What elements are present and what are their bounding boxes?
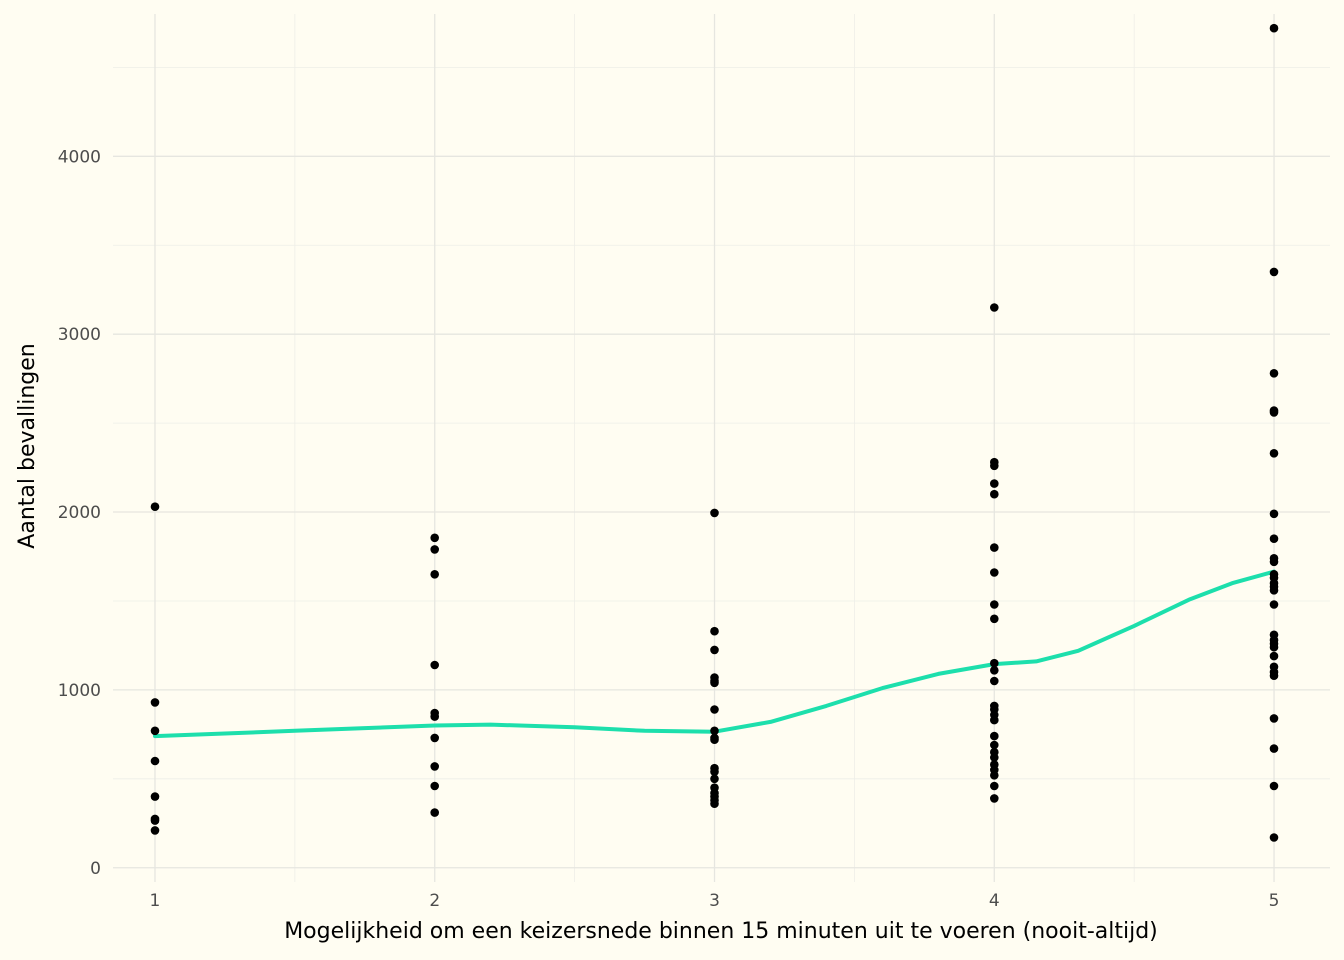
y-tick-label: 1000	[58, 681, 101, 701]
y-tick-label: 0	[90, 859, 101, 879]
data-point	[1269, 671, 1279, 680]
data-point	[990, 794, 999, 803]
data-point	[990, 771, 999, 780]
x-tick-label: 3	[709, 891, 720, 911]
y-tick-label: 4000	[58, 147, 101, 167]
data-point	[1269, 651, 1279, 661]
data-point	[710, 645, 719, 655]
data-point	[1269, 369, 1279, 378]
x-tick-labels: 1 2 3 4 5	[150, 891, 1280, 911]
data-point	[990, 303, 999, 312]
smooth-line-layer	[153, 569, 1276, 739]
data-point	[430, 712, 440, 721]
data-point	[990, 731, 999, 741]
data-point	[990, 479, 999, 488]
data-point	[150, 756, 160, 766]
smooth-trend-line	[153, 569, 1276, 739]
data-point	[1269, 642, 1279, 652]
data-point	[430, 545, 440, 554]
data-point	[1269, 781, 1279, 791]
data-point	[990, 600, 999, 609]
data-point	[1269, 408, 1279, 417]
data-point	[150, 726, 160, 736]
data-point	[1269, 449, 1279, 458]
x-axis-title: Mogelijkheid om een keizersnede binnen 1…	[284, 919, 1158, 944]
y-tick-label: 2000	[58, 503, 101, 523]
data-point	[150, 792, 160, 801]
data-point	[1269, 557, 1279, 567]
data-point	[1269, 534, 1279, 543]
data-point	[990, 489, 999, 499]
x-tick-label: 1	[150, 891, 161, 911]
data-point	[430, 762, 440, 771]
data-point	[990, 753, 999, 762]
data-point	[1269, 23, 1279, 33]
data-point	[150, 502, 160, 512]
data-point	[430, 781, 440, 791]
data-point	[990, 676, 999, 686]
data-point	[150, 816, 160, 825]
points-layer	[150, 23, 1279, 842]
y-tick-label: 3000	[58, 325, 101, 345]
data-point	[430, 570, 440, 579]
data-point	[1269, 509, 1279, 519]
data-point	[1269, 600, 1279, 609]
data-point	[710, 767, 719, 776]
data-point	[430, 733, 440, 743]
data-point	[710, 678, 719, 688]
data-point	[430, 660, 440, 670]
data-point	[1269, 586, 1279, 595]
y-tick-labels: 0 1000 2000 3000 4000	[58, 147, 101, 878]
data-point	[710, 799, 719, 808]
data-point	[430, 808, 440, 817]
data-point	[990, 614, 999, 624]
data-point	[710, 705, 719, 714]
data-point	[710, 726, 719, 736]
data-point	[150, 826, 160, 835]
data-point	[1269, 714, 1279, 723]
y-axis-title: Aantal bevallingen	[15, 343, 40, 548]
data-point	[150, 698, 160, 707]
data-point	[710, 626, 719, 636]
x-tick-label: 5	[1269, 891, 1280, 911]
x-tick-label: 4	[989, 891, 1000, 911]
data-point	[710, 508, 719, 518]
grid-lines	[113, 14, 1330, 882]
data-point	[990, 568, 999, 577]
data-point	[1269, 744, 1279, 753]
data-point	[990, 781, 999, 791]
data-point	[710, 774, 719, 784]
data-point	[1269, 833, 1279, 842]
x-tick-label: 2	[429, 891, 440, 911]
data-point	[990, 715, 999, 725]
data-point	[710, 735, 719, 744]
data-point	[430, 533, 440, 543]
data-point	[1269, 267, 1279, 277]
data-point	[990, 658, 999, 668]
data-point	[990, 740, 999, 750]
data-point	[990, 461, 999, 471]
data-point	[990, 666, 999, 675]
data-point	[990, 543, 999, 552]
